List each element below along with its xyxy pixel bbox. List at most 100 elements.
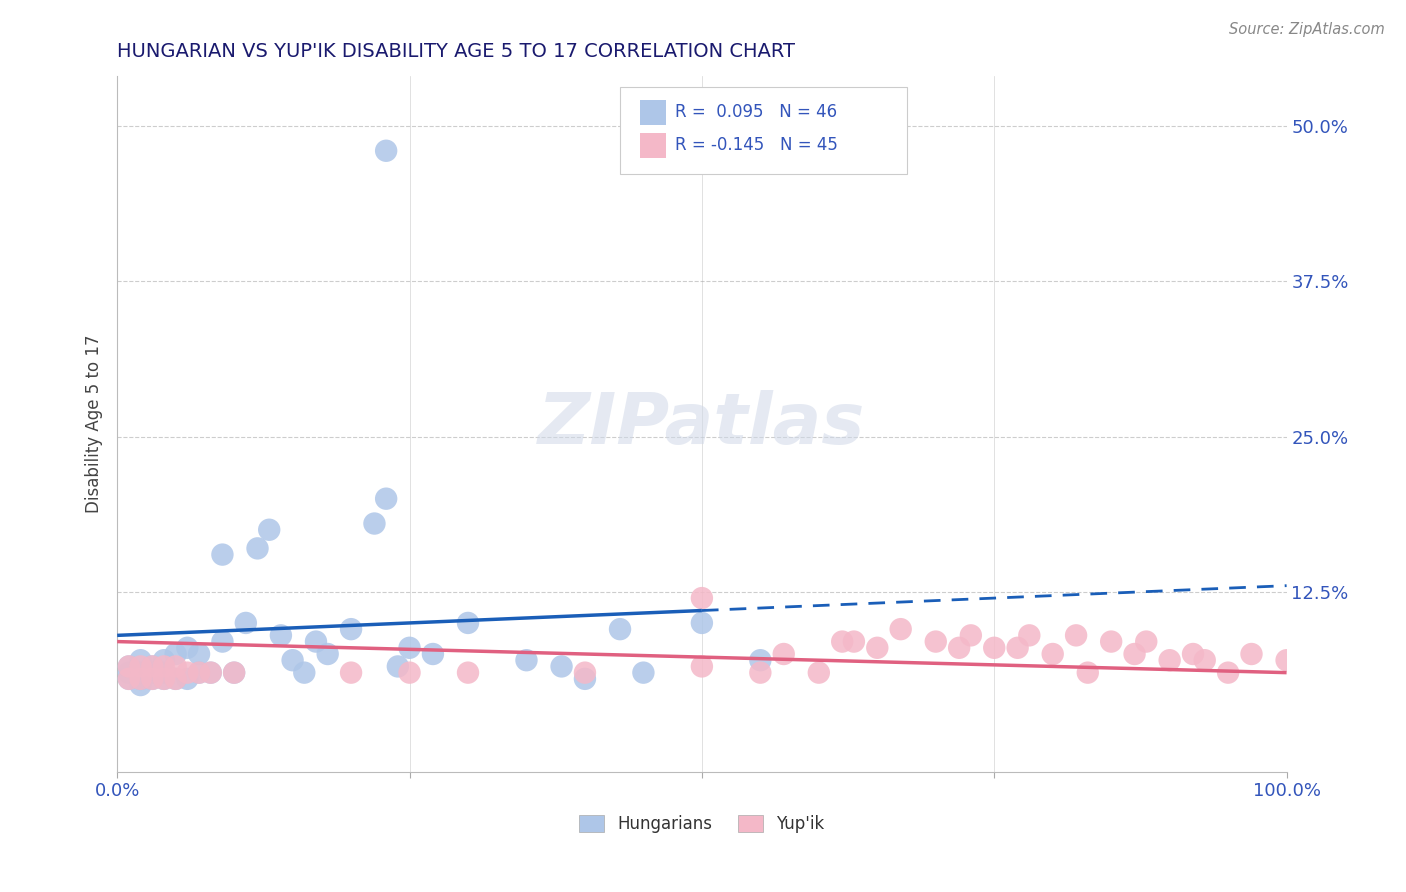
Point — [1182, 647, 1205, 661]
Point — [305, 634, 328, 648]
Point — [807, 665, 830, 680]
Point — [422, 647, 444, 661]
Point — [690, 591, 713, 606]
Point — [176, 672, 198, 686]
Point — [398, 665, 420, 680]
Point — [141, 659, 163, 673]
Point — [165, 672, 187, 686]
Point — [1216, 665, 1239, 680]
Legend: Hungarians, Yup'ik: Hungarians, Yup'ik — [579, 815, 824, 833]
Text: R = -0.145   N = 45: R = -0.145 N = 45 — [675, 136, 838, 154]
Point — [235, 615, 257, 630]
Point — [129, 678, 152, 692]
Point — [165, 647, 187, 661]
Point — [129, 672, 152, 686]
Point — [153, 672, 176, 686]
Point — [609, 622, 631, 636]
Point — [960, 628, 983, 642]
Point — [246, 541, 269, 556]
Point — [153, 659, 176, 673]
Point — [224, 665, 246, 680]
Point — [340, 665, 363, 680]
Point — [457, 665, 479, 680]
Point — [141, 665, 163, 680]
Point — [375, 144, 398, 158]
Point — [1018, 628, 1040, 642]
Point — [316, 647, 339, 661]
Point — [398, 640, 420, 655]
Point — [375, 491, 398, 506]
Point — [176, 640, 198, 655]
Point — [387, 659, 409, 673]
Point — [831, 634, 853, 648]
Point — [1135, 634, 1157, 648]
Point — [118, 672, 141, 686]
Point — [890, 622, 912, 636]
Point — [550, 659, 572, 673]
Point — [1275, 653, 1298, 667]
Point — [129, 653, 152, 667]
Point — [129, 665, 152, 680]
Point — [574, 672, 596, 686]
Point — [129, 672, 152, 686]
Point — [1007, 640, 1029, 655]
Point — [1123, 647, 1146, 661]
Point — [224, 665, 246, 680]
Point — [281, 653, 304, 667]
Y-axis label: Disability Age 5 to 17: Disability Age 5 to 17 — [86, 334, 103, 514]
Point — [574, 665, 596, 680]
Point — [515, 653, 537, 667]
Point — [633, 665, 655, 680]
Text: ZIPatlas: ZIPatlas — [538, 390, 866, 458]
Point — [129, 659, 152, 673]
Point — [842, 634, 865, 648]
Point — [188, 647, 211, 661]
Point — [772, 647, 794, 661]
Point — [363, 516, 385, 531]
Point — [1064, 628, 1087, 642]
Point — [118, 659, 141, 673]
FancyBboxPatch shape — [640, 133, 665, 158]
Point — [983, 640, 1005, 655]
Point — [153, 665, 176, 680]
Point — [749, 653, 772, 667]
Point — [1042, 647, 1064, 661]
Text: Source: ZipAtlas.com: Source: ZipAtlas.com — [1229, 22, 1385, 37]
Point — [211, 634, 233, 648]
Point — [211, 548, 233, 562]
Point — [200, 665, 222, 680]
Point — [690, 659, 713, 673]
Point — [118, 672, 141, 686]
Point — [1240, 647, 1263, 661]
Point — [1099, 634, 1122, 648]
Point — [866, 640, 889, 655]
Point — [118, 659, 141, 673]
Text: R =  0.095   N = 46: R = 0.095 N = 46 — [675, 103, 837, 121]
Point — [925, 634, 948, 648]
FancyBboxPatch shape — [620, 87, 907, 174]
Point — [948, 640, 970, 655]
Text: HUNGARIAN VS YUP'IK DISABILITY AGE 5 TO 17 CORRELATION CHART: HUNGARIAN VS YUP'IK DISABILITY AGE 5 TO … — [117, 42, 796, 61]
Point — [153, 653, 176, 667]
Point — [1077, 665, 1099, 680]
Point — [292, 665, 315, 680]
Point — [200, 665, 222, 680]
Point — [749, 665, 772, 680]
Point — [153, 672, 176, 686]
FancyBboxPatch shape — [640, 100, 665, 125]
Point — [141, 672, 163, 686]
Point — [165, 659, 187, 673]
Point — [257, 523, 280, 537]
Point — [176, 665, 198, 680]
Point — [188, 665, 211, 680]
Point — [340, 622, 363, 636]
Point — [690, 615, 713, 630]
Point — [1159, 653, 1181, 667]
Point — [165, 672, 187, 686]
Point — [270, 628, 292, 642]
Point — [118, 665, 141, 680]
Point — [457, 615, 479, 630]
Point — [1194, 653, 1216, 667]
Point — [141, 672, 163, 686]
Point — [188, 665, 211, 680]
